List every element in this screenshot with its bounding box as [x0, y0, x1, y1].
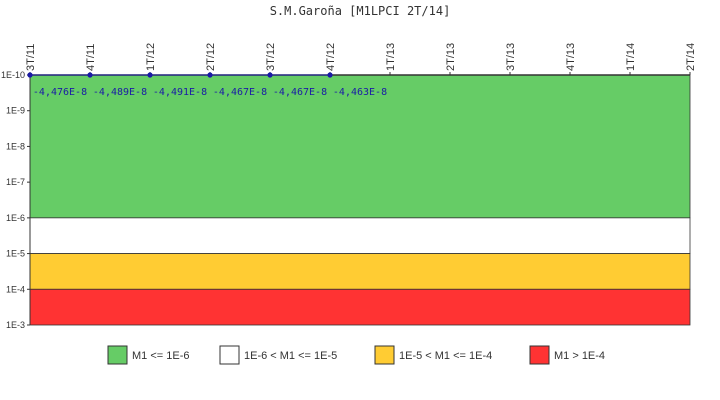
data-point-5 [327, 72, 333, 78]
legend-swatch-1 [219, 345, 240, 365]
legend-swatch-0 [107, 345, 128, 365]
x-tick-label-8: 3T/13 [505, 43, 517, 71]
x-tick-label-7: 2T/13 [445, 43, 457, 71]
data-point-2 [147, 72, 153, 78]
x-tick-label-0: 3T/11 [25, 44, 37, 71]
data-point-3 [207, 72, 213, 78]
x-tick-label-10: 1T/14 [625, 43, 637, 71]
y-tick-label-0: 1E-10 [1, 70, 25, 80]
data-label-1: -4,489E-8 [93, 87, 147, 98]
data-series: -4,476E-8 -4,489E-8 -4,491E-8 -4,467E-8 -4,4… [27, 72, 387, 98]
legend-label-2: 1E-5 < M1 <= 1E-4 [399, 350, 492, 362]
legend-swatch-3 [529, 345, 550, 365]
legend-label-1: 1E-6 < M1 <= 1E-5 [244, 350, 337, 362]
data-label-0: -4,476E-8 [33, 87, 87, 98]
data-point-4 [267, 72, 273, 78]
x-tick-label-6: 1T/13 [385, 43, 397, 71]
y-tick-label-4: 1E-6 [6, 213, 25, 223]
band-2 [29, 253, 691, 290]
y-axis-ticks: 1E-10 1E-9 1E-8 1E-7 1E-6 1E-5 1E-4 1E-3 [1, 70, 30, 330]
x-axis-ticks: 3T/11 4T/11 1T/12 2T/12 3T/12 4T/12 1T/13 2T/13… [25, 43, 697, 75]
legend-swatch-2 [374, 345, 395, 365]
data-label-2: -4,491E-8 [153, 87, 207, 98]
chart-title: S.M.Garoña [M1LPCI 2T/14] [270, 4, 451, 18]
x-tick-label-9: 4T/13 [565, 43, 577, 71]
y-tick-label-2: 1E-8 [6, 141, 25, 151]
risk-bands [29, 74, 691, 326]
data-point-0 [27, 72, 33, 78]
legend-label-3: M1 > 1E-4 [554, 350, 605, 362]
x-tick-label-5: 4T/12 [325, 43, 337, 71]
data-label-3: -4,467E-8 [213, 87, 267, 98]
x-tick-label-3: 2T/12 [205, 43, 217, 71]
legend-label-0: M1 <= 1E-6 [132, 350, 189, 362]
x-tick-label-1: 4T/11 [85, 44, 97, 71]
y-tick-label-6: 1E-4 [6, 284, 25, 294]
data-label-5: -4,463E-8 [333, 87, 387, 98]
x-tick-label-11: 2T/14 [685, 43, 697, 71]
y-tick-label-3: 1E-7 [6, 177, 25, 187]
x-tick-label-4: 3T/12 [265, 43, 277, 71]
band-3 [29, 288, 691, 326]
y-tick-label-1: 1E-9 [6, 106, 25, 116]
data-label-4: -4,467E-8 [273, 87, 327, 98]
x-tick-label-2: 1T/12 [145, 43, 157, 71]
y-tick-label-5: 1E-5 [6, 249, 25, 259]
y-tick-label-7: 1E-3 [6, 320, 25, 330]
band-0 [29, 74, 691, 219]
band-1 [29, 217, 691, 254]
legend: M1 <= 1E-6 1E-6 < M1 <= 1E-5 1E-5 < M1 <= … [107, 345, 605, 365]
data-point-1 [87, 72, 93, 78]
